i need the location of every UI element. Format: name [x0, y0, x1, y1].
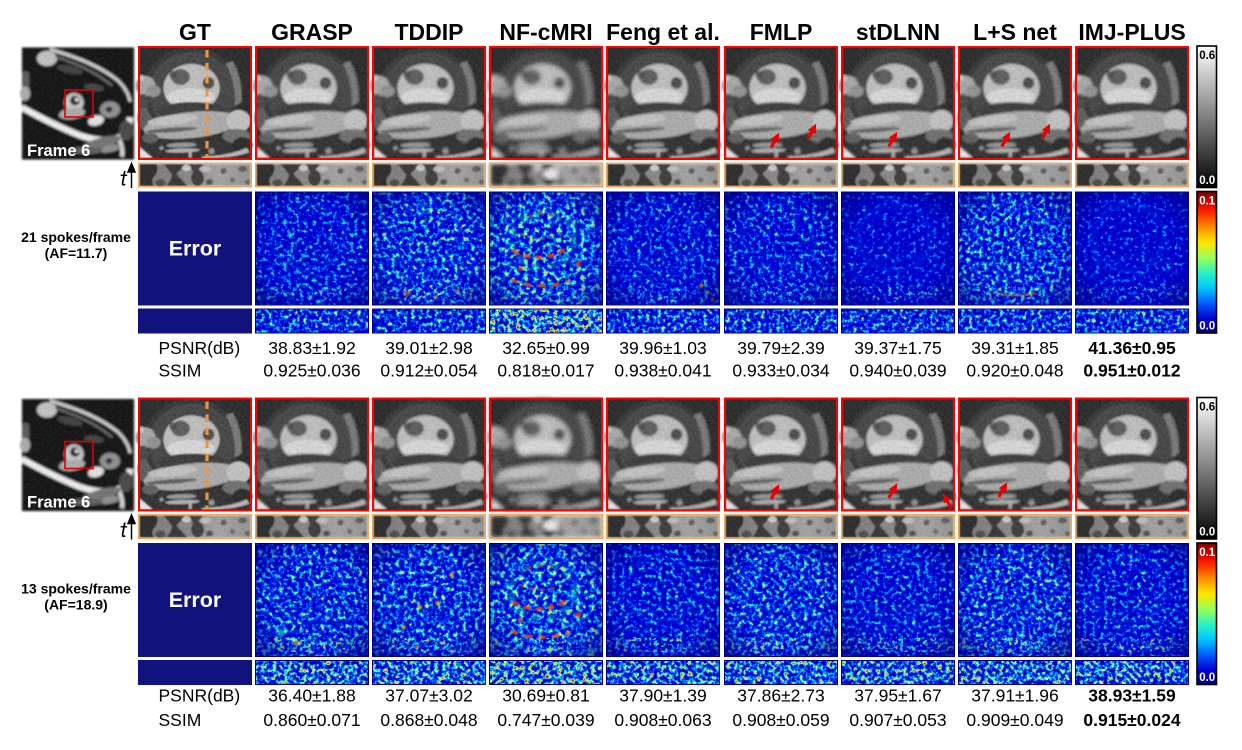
svg-text:0.860±0.071: 0.860±0.071: [263, 710, 360, 730]
svg-text:IMJ-PLUS: IMJ-PLUS: [1078, 19, 1185, 45]
svg-text:PSNR(dB): PSNR(dB): [159, 686, 241, 706]
svg-text:0.933±0.034: 0.933±0.034: [732, 360, 829, 380]
svg-text:L+S net: L+S net: [973, 19, 1057, 45]
svg-text:0.925±0.036: 0.925±0.036: [263, 360, 360, 380]
svg-text:37.90±1.39: 37.90±1.39: [619, 686, 706, 706]
svg-text:Frame 6: Frame 6: [27, 142, 90, 160]
svg-text:0.908±0.063: 0.908±0.063: [614, 710, 711, 730]
svg-text:37.95±1.67: 37.95±1.67: [854, 686, 941, 706]
svg-text:0.909±0.049: 0.909±0.049: [966, 710, 1063, 730]
svg-text:TDDIP: TDDIP: [395, 19, 464, 45]
svg-text:SSIM: SSIM: [159, 360, 202, 380]
svg-text:38.93±1.59: 38.93±1.59: [1088, 686, 1176, 706]
svg-text:GRASP: GRASP: [271, 19, 353, 45]
svg-text:0.938±0.041: 0.938±0.041: [614, 360, 711, 380]
svg-text:0.908±0.059: 0.908±0.059: [732, 710, 829, 730]
svg-text:39.79±2.39: 39.79±2.39: [737, 338, 824, 358]
svg-text:0.1: 0.1: [1199, 196, 1216, 208]
svg-text:Feng et al.: Feng et al.: [606, 19, 720, 45]
svg-text:NF-cMRI: NF-cMRI: [499, 19, 592, 45]
svg-text:SSIM: SSIM: [159, 710, 202, 730]
svg-text:36.40±1.88: 36.40±1.88: [268, 686, 355, 706]
svg-text:39.31±1.85: 39.31±1.85: [971, 338, 1058, 358]
svg-text:30.69±0.81: 30.69±0.81: [502, 686, 589, 706]
svg-text:0.818±0.017: 0.818±0.017: [497, 360, 594, 380]
svg-text:0.0: 0.0: [1199, 321, 1215, 333]
svg-text:Error: Error: [169, 588, 222, 612]
svg-text:32.65±0.99: 32.65±0.99: [502, 338, 589, 358]
svg-text:38.83±1.92: 38.83±1.92: [268, 338, 355, 358]
svg-text:37.91±1.96: 37.91±1.96: [971, 686, 1058, 706]
svg-text:(AF=11.7): (AF=11.7): [45, 245, 108, 261]
svg-text:0.0: 0.0: [1199, 672, 1215, 684]
svg-text:0.912±0.054: 0.912±0.054: [380, 360, 477, 380]
svg-text:stDLNN: stDLNN: [856, 19, 940, 45]
svg-text:21 spokes/frame: 21 spokes/frame: [21, 229, 131, 245]
svg-text:13 spokes/frame: 13 spokes/frame: [21, 581, 131, 597]
svg-text:37.07±3.02: 37.07±3.02: [385, 686, 472, 706]
svg-text:0.6: 0.6: [1199, 402, 1215, 414]
svg-text:0.0: 0.0: [1199, 175, 1215, 187]
svg-text:0.915±0.024: 0.915±0.024: [1083, 710, 1180, 730]
svg-text:0.6: 0.6: [1199, 50, 1215, 62]
svg-text:41.36±0.95: 41.36±0.95: [1088, 338, 1176, 358]
svg-text:FMLP: FMLP: [750, 19, 813, 45]
svg-text:0.907±0.053: 0.907±0.053: [849, 710, 946, 730]
svg-text:Frame 6: Frame 6: [27, 494, 90, 512]
svg-text:0.1: 0.1: [1199, 547, 1216, 559]
svg-text:Error: Error: [169, 237, 222, 261]
svg-text:39.96±1.03: 39.96±1.03: [619, 338, 706, 358]
svg-text:39.01±2.98: 39.01±2.98: [385, 338, 472, 358]
svg-text:0.747±0.039: 0.747±0.039: [497, 710, 594, 730]
svg-text:0.940±0.039: 0.940±0.039: [849, 360, 946, 380]
svg-text:0.0: 0.0: [1199, 527, 1215, 539]
svg-text:0.868±0.048: 0.868±0.048: [380, 710, 477, 730]
svg-text:0.951±0.012: 0.951±0.012: [1083, 360, 1180, 380]
svg-text:(AF=18.9): (AF=18.9): [44, 597, 107, 613]
svg-text:GT: GT: [179, 19, 211, 45]
svg-text:39.37±1.75: 39.37±1.75: [854, 338, 941, 358]
svg-text:PSNR(dB): PSNR(dB): [159, 338, 241, 358]
svg-text:0.920±0.048: 0.920±0.048: [966, 360, 1063, 380]
svg-text:37.86±2.73: 37.86±2.73: [737, 686, 824, 706]
